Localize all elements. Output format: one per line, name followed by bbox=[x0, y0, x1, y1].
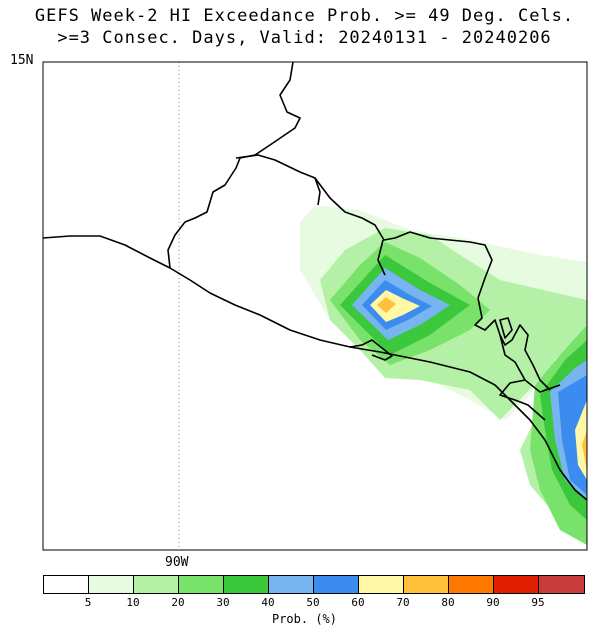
colorbar-cell bbox=[269, 576, 314, 593]
latitude-label: 15N bbox=[10, 53, 34, 68]
prob-60-area bbox=[370, 290, 420, 322]
colorbar-cell bbox=[359, 576, 404, 593]
guatemala-honduras-border bbox=[314, 177, 493, 299]
coastlines-and-borders bbox=[42, 61, 588, 501]
map-title-line2: >=3 Consec. Days, Valid: 20240131 - 2024… bbox=[57, 28, 552, 48]
probability-shading bbox=[300, 205, 587, 545]
prob-70-area-se bbox=[582, 430, 587, 470]
colorbar-cell bbox=[89, 576, 134, 593]
gulf-of-fonseca bbox=[349, 339, 393, 361]
colorbar-tick-label: 10 bbox=[126, 596, 140, 609]
colorbar-tick-label: 60 bbox=[351, 596, 365, 609]
lake-nicaragua bbox=[499, 317, 513, 339]
pacific-coastline bbox=[42, 235, 588, 501]
prob-70-area bbox=[377, 297, 396, 313]
colorbar-cell bbox=[404, 576, 449, 593]
prob-60-area-se bbox=[575, 400, 587, 480]
colorbar-tick-label: 40 bbox=[261, 596, 275, 609]
colorbar-cell bbox=[179, 576, 224, 593]
colorbar-title: Prob. (%) bbox=[271, 612, 338, 626]
colorbar-cell bbox=[224, 576, 269, 593]
colorbar-tick-label: 50 bbox=[306, 596, 320, 609]
map-title-line1: GEFS Week-2 HI Exceedance Prob. >= 49 De… bbox=[34, 6, 575, 26]
colorbar-tick-label: 90 bbox=[486, 596, 500, 609]
longitude-label: 90W bbox=[165, 555, 189, 570]
colorbar-cell bbox=[314, 576, 359, 593]
el-salvador-border bbox=[377, 239, 386, 276]
colorbar bbox=[43, 575, 585, 594]
colorbar-cell bbox=[44, 576, 89, 593]
colorbar-cell bbox=[494, 576, 539, 593]
costa-rica-border bbox=[499, 379, 546, 421]
peten-boundary bbox=[235, 154, 321, 206]
nicaragua-coast bbox=[499, 334, 561, 393]
colorbar-tick-label: 30 bbox=[216, 596, 230, 609]
colorbar-tick-label: 95 bbox=[531, 596, 545, 609]
colorbar-cell bbox=[539, 576, 584, 593]
honduras-nicaragua-border bbox=[474, 297, 551, 391]
map-frame bbox=[42, 61, 588, 551]
colorbar-tick-label: 20 bbox=[171, 596, 185, 609]
colorbar-tick-label: 80 bbox=[441, 596, 455, 609]
colorbar-cell bbox=[449, 576, 494, 593]
colorbar-tick-label: 70 bbox=[396, 596, 410, 609]
colorbar-tick-label: 5 bbox=[84, 596, 92, 609]
colorbar-cell bbox=[134, 576, 179, 593]
mexico-guatemala-border bbox=[167, 61, 301, 269]
